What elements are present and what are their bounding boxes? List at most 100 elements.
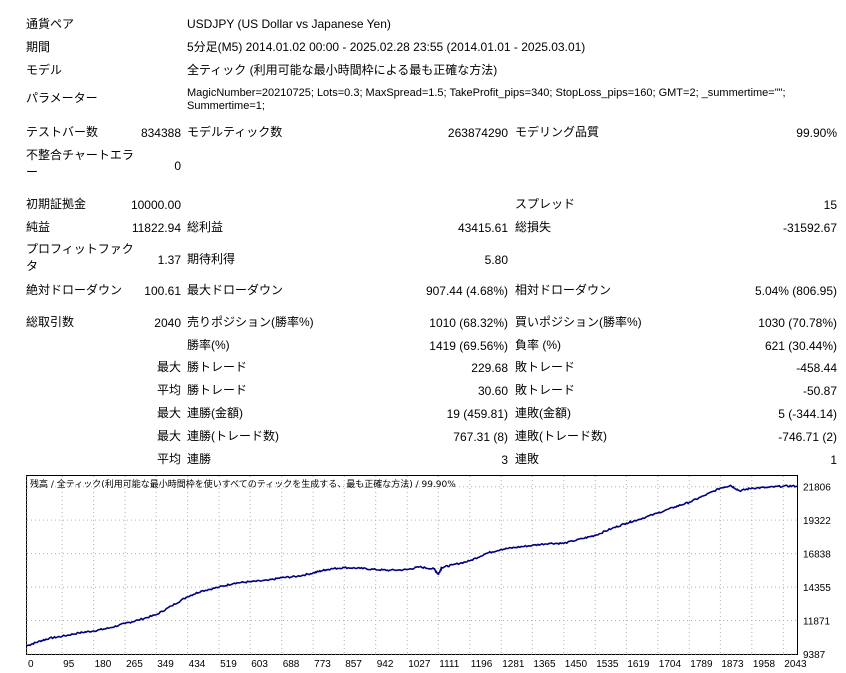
average-profit-trade-value: 30.60 xyxy=(477,384,508,398)
consecutive-losses-amount-label: 連敗(金額) xyxy=(515,406,571,420)
mismatch-label-line1: 不整合チャートエラ xyxy=(26,148,134,162)
x-tick-label: 1958 xyxy=(753,659,776,670)
consecutive-loss-count-value: -746.71 (2) xyxy=(778,430,837,444)
spread-label: スプレッド xyxy=(515,197,576,211)
largest-loss-trade-value: -458.44 xyxy=(796,361,837,375)
average-loss-trade-value: -50.87 xyxy=(802,384,837,398)
net-profit-label: 純益 xyxy=(26,220,51,234)
x-tick-label: 349 xyxy=(157,659,174,670)
loss-trades-label: 負率 (%) xyxy=(515,338,561,352)
x-tick-label: 1450 xyxy=(565,659,588,670)
profit-factor-label-line2: タ xyxy=(26,259,39,273)
x-tick-label: 603 xyxy=(251,659,268,670)
absolute-drawdown-value: 100.61 xyxy=(144,284,181,298)
net-profit-value: 11822.94 xyxy=(131,221,181,235)
average-consecutive-wins-label: 連勝 xyxy=(187,452,212,466)
model-label: モデル xyxy=(26,63,63,77)
average-consecutive-wins-value: 3 xyxy=(501,453,508,467)
average-consecutive-losses-value: 1 xyxy=(830,453,837,467)
balance-line xyxy=(26,484,798,647)
gross-profit-value: 43415.61 xyxy=(457,221,508,235)
ticks-value: 263874290 xyxy=(447,126,508,140)
deposit-label: 初期証拠金 xyxy=(26,197,87,211)
maximum-prefix: 最大 xyxy=(156,406,181,420)
x-tick-label: 857 xyxy=(345,659,362,670)
chart-title: 残高 / 全ティック(利用可能な最小時間枠を使いすべてのティックを生成する、最も… xyxy=(30,478,456,490)
x-tick-label: 434 xyxy=(189,659,206,670)
expected-payoff-value: 5.80 xyxy=(484,253,508,267)
gross-profit-label: 総利益 xyxy=(187,220,224,234)
mismatch-value: 0 xyxy=(174,159,181,173)
y-tick-label: 16838 xyxy=(803,550,831,561)
total-trades-value: 2040 xyxy=(154,316,181,330)
relative-drawdown-value: 5.04% (806.95) xyxy=(754,284,837,298)
total-trades-label: 総取引数 xyxy=(26,315,75,329)
bars-label: テストバー数 xyxy=(26,125,99,139)
largest-profit-trade-label: 勝トレード xyxy=(187,360,248,374)
average-loss-trade-label: 敗トレード xyxy=(515,383,576,397)
y-tick-label: 11871 xyxy=(803,617,831,628)
y-axis-ticks: 9387 11871 14355 16838 19322 21806 xyxy=(803,483,831,661)
x-tick-label: 180 xyxy=(95,659,112,670)
average-consecutive-prefix: 平均 xyxy=(156,452,181,466)
period-label: 期間 xyxy=(26,40,51,54)
consecutive-loss-count-label: 連敗(トレード数) xyxy=(515,429,607,443)
maximal-prefix: 最大 xyxy=(156,429,181,443)
profit-factor-label-line1: プロフィットファク xyxy=(26,242,134,256)
absolute-drawdown-label: 絶対ドローダウン xyxy=(26,283,123,297)
model-value: 全ティック (利用可能な最小時間枠による最も正確な方法) xyxy=(187,63,498,77)
long-positions-value: 1030 (70.78%) xyxy=(758,316,837,330)
chart-grid xyxy=(26,476,797,655)
gross-loss-value: -31592.67 xyxy=(782,221,837,235)
x-tick-label: 1789 xyxy=(690,659,713,670)
x-tick-label: 2043 xyxy=(784,659,807,670)
x-tick-label: 773 xyxy=(314,659,331,670)
relative-drawdown-label: 相対ドローダウン xyxy=(515,283,612,297)
maximal-drawdown-value: 907.44 (4.68%) xyxy=(425,284,508,298)
x-tick-label: 688 xyxy=(283,659,300,670)
ticks-label: モデルティック数 xyxy=(187,125,283,139)
short-positions-value: 1010 (68.32%) xyxy=(429,316,508,330)
x-tick-label: 1281 xyxy=(502,659,525,670)
consecutive-profit-count-label: 連勝(トレード数) xyxy=(187,429,279,443)
maximal-drawdown-label: 最大ドローダウン xyxy=(187,283,284,297)
average-prefix: 平均 xyxy=(156,383,181,397)
params-value-line1: MagicNumber=20210725; Lots=0.3; MaxSprea… xyxy=(187,87,786,99)
largest-profit-trade-value: 229.68 xyxy=(471,361,508,375)
pair-value: USDJPY (US Dollar vs Japanese Yen) xyxy=(187,17,391,31)
largest-prefix: 最大 xyxy=(156,360,181,374)
x-tick-label: 1365 xyxy=(533,659,556,670)
spread-value: 15 xyxy=(823,198,837,212)
largest-loss-trade-label: 敗トレード xyxy=(515,360,576,374)
mismatch-label-line2: ー xyxy=(26,165,39,179)
period-value: 5分足(M5) 2014.01.02 00:00 - 2025.02.28 23… xyxy=(187,40,586,54)
x-tick-label: 942 xyxy=(377,659,394,670)
y-tick-label: 21806 xyxy=(803,483,831,494)
x-tick-label: 1111 xyxy=(439,659,459,670)
x-tick-label: 95 xyxy=(63,659,75,670)
quality-value: 99.90% xyxy=(796,126,837,140)
bars-value: 834388 xyxy=(140,126,181,140)
x-tick-label: 1619 xyxy=(627,659,650,670)
y-tick-label: 9387 xyxy=(803,650,826,661)
quality-label: モデリング品質 xyxy=(515,125,600,139)
pair-label: 通貨ペア xyxy=(26,17,75,31)
y-tick-label: 19322 xyxy=(803,516,831,527)
x-tick-label: 1873 xyxy=(721,659,744,670)
gross-loss-label: 総損失 xyxy=(515,220,552,234)
profit-trades-value: 1419 (69.56%) xyxy=(429,339,508,353)
average-consecutive-losses-label: 連敗 xyxy=(515,452,540,466)
x-tick-label: 519 xyxy=(220,659,237,670)
average-profit-trade-label: 勝トレード xyxy=(187,383,248,397)
y-tick-label: 14355 xyxy=(803,583,831,594)
consecutive-profit-count-value: 767.31 (8) xyxy=(453,430,508,444)
x-tick-label: 265 xyxy=(126,659,143,670)
consecutive-losses-amount-value: 5 (-344.14) xyxy=(778,407,837,421)
loss-trades-value: 621 (30.44%) xyxy=(764,339,837,353)
long-positions-label: 買いポジション(勝率%) xyxy=(515,315,642,329)
expected-payoff-label: 期待利得 xyxy=(187,252,236,266)
deposit-value: 10000.00 xyxy=(130,198,181,212)
short-positions-label: 売りポジション(勝率%) xyxy=(187,315,314,329)
x-axis-ticks: 0 95 180 265 349 434 519 603 688 773 857 942 1027 111… xyxy=(28,659,807,670)
